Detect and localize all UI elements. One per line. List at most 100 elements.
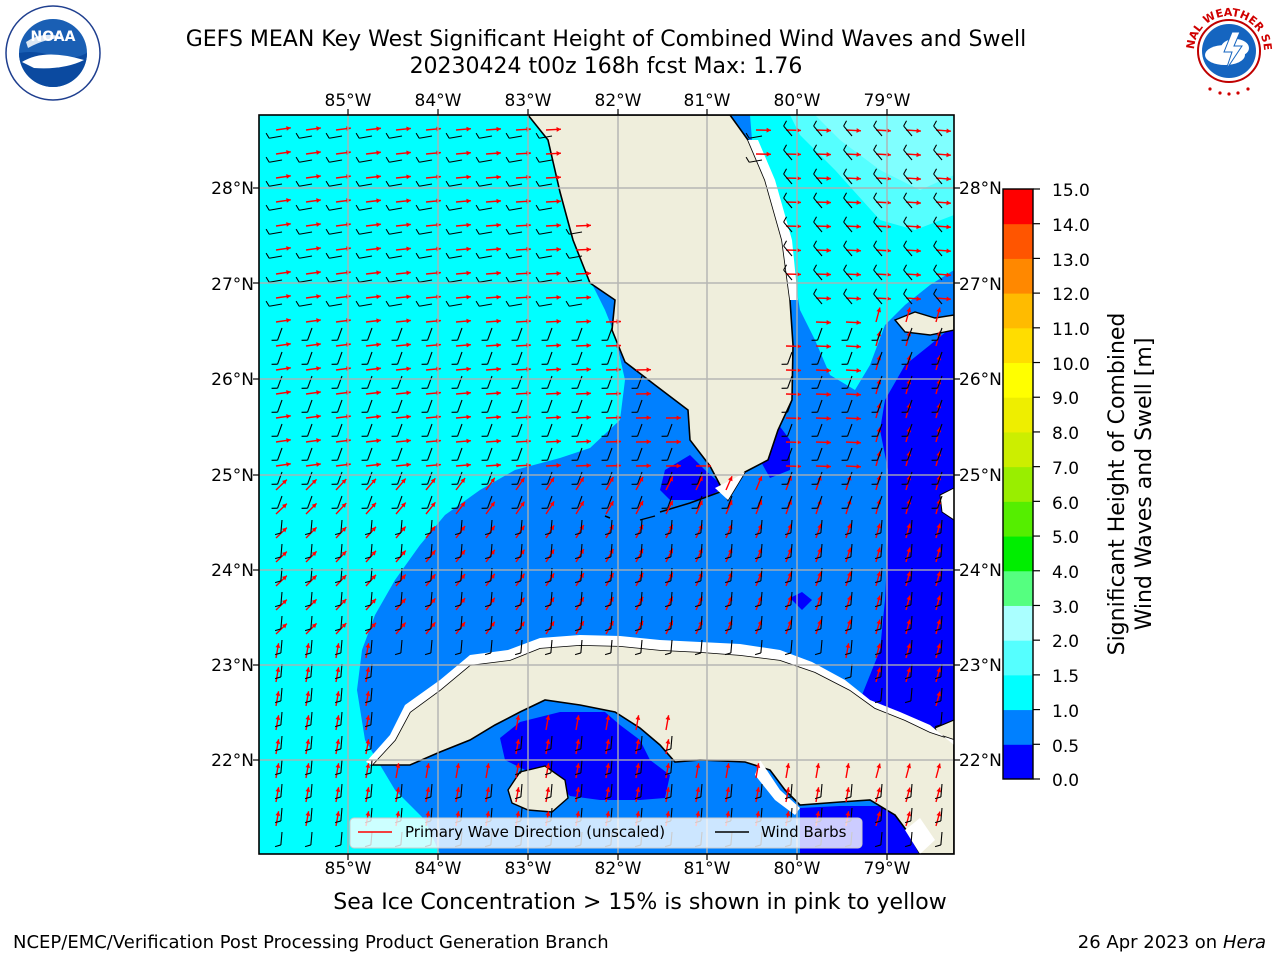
wind-barb-flag xyxy=(424,604,432,608)
wave-arrowhead xyxy=(286,126,291,131)
cb-tick-label: 5.0 xyxy=(1052,528,1079,548)
wind-barb-flag xyxy=(475,276,480,283)
wave-arrowhead xyxy=(466,414,471,420)
wind-barb-staff xyxy=(370,783,373,797)
wind-barb-flag xyxy=(304,820,312,824)
wind-barb-flag xyxy=(783,144,788,151)
wind-barb-staff xyxy=(813,221,823,233)
cb-tick-label: 9.0 xyxy=(1052,389,1079,409)
wind-barb-staff xyxy=(910,543,913,557)
wind-barb-flag xyxy=(565,228,570,235)
colorbar-segment xyxy=(1003,570,1033,606)
wind-barb-staff xyxy=(580,759,583,773)
wind-barb-staff xyxy=(877,327,883,341)
wind-barb-flag xyxy=(874,580,882,584)
wave-arrowhead xyxy=(430,502,436,508)
wind-barb-staff xyxy=(880,783,883,797)
wind-barb-flag xyxy=(514,556,522,560)
wave-arrowhead xyxy=(826,296,831,301)
wave-arrowhead xyxy=(785,787,791,792)
lon-label-bottom: 84°W xyxy=(415,859,462,879)
wind-barb-staff xyxy=(400,591,403,605)
wind-barb-staff xyxy=(820,783,823,797)
wind-barb-staff xyxy=(730,591,733,605)
wave-arrowhead xyxy=(846,595,852,601)
wind-barb-flag xyxy=(385,228,390,235)
wind-barb-flag xyxy=(903,144,908,151)
wind-barb-staff xyxy=(940,711,943,725)
wind-barb-staff xyxy=(550,735,553,749)
wave-arrowhead xyxy=(282,599,287,605)
wind-barb-staff xyxy=(790,783,793,797)
wave-arrowhead xyxy=(635,787,641,792)
wind-barb-staff xyxy=(547,495,553,509)
wind-barb-flag xyxy=(274,844,282,848)
wave-arrowhead xyxy=(496,438,501,444)
wind-barb-flag xyxy=(514,772,522,776)
wave-arrowhead xyxy=(856,464,861,469)
wave-arrowhead xyxy=(906,643,912,649)
wind-barb-staff xyxy=(910,615,913,629)
wind-barb-flag xyxy=(334,748,342,752)
wave-arrowhead xyxy=(665,763,671,768)
wind-barb-flag xyxy=(355,252,360,259)
wind-barb-flag xyxy=(843,288,848,295)
wave-arrowhead xyxy=(401,526,406,532)
wind-barb-flag xyxy=(475,228,480,235)
wave-arrowhead xyxy=(815,787,821,792)
wind-barb-staff xyxy=(427,471,433,485)
wind-barb-staff xyxy=(550,759,553,773)
wind-barb-flag xyxy=(873,264,878,271)
wind-barb-staff xyxy=(400,519,403,533)
wind-barb-staff xyxy=(307,327,313,341)
wind-barb-flag xyxy=(933,192,938,199)
wave-arrowhead xyxy=(460,598,466,603)
sea-ice-note: Sea Ice Concentration > 15% is shown in … xyxy=(333,890,947,915)
wind-barb-staff xyxy=(389,135,403,139)
wind-barb-staff xyxy=(940,807,943,821)
wind-barb-staff xyxy=(329,207,343,211)
wind-barb-flag xyxy=(634,796,642,800)
wave-arrowhead xyxy=(676,463,681,469)
wave-arrowhead xyxy=(856,320,861,325)
wind-barb-staff xyxy=(760,591,763,605)
wind-barb-flag xyxy=(514,652,522,656)
wind-barb-flag xyxy=(783,240,788,247)
wind-barb-staff xyxy=(877,351,883,365)
wind-barb-staff xyxy=(419,135,433,139)
wind-barb-staff xyxy=(547,351,553,365)
wind-barb-staff xyxy=(299,207,313,211)
wave-arrowhead xyxy=(698,500,703,506)
cb-tick-label: 4.0 xyxy=(1052,563,1079,583)
wind-barb-staff xyxy=(310,759,313,773)
wave-arrowhead xyxy=(856,248,861,253)
wind-barb-flag xyxy=(904,628,912,632)
wind-barb-staff xyxy=(817,471,823,485)
wave-arrowhead xyxy=(406,222,411,228)
wind-barb-staff xyxy=(539,207,553,211)
wind-barb-staff xyxy=(580,615,583,629)
wind-barb-flag xyxy=(394,652,402,656)
wind-barb-staff xyxy=(783,197,793,209)
wind-barb-staff xyxy=(903,149,913,161)
wave-arrowhead xyxy=(305,811,311,816)
wave-arrowhead xyxy=(316,438,321,443)
wind-barb-staff xyxy=(299,231,313,235)
wave-arrowhead xyxy=(282,623,287,629)
wind-barb-staff xyxy=(580,591,583,605)
wave-arrowhead xyxy=(556,175,561,180)
colorbar-segment xyxy=(1003,501,1033,537)
wave-arrowhead xyxy=(906,811,912,817)
wind-barb-staff xyxy=(880,639,883,653)
wave-arrowhead xyxy=(556,415,561,420)
wave-arrowhead xyxy=(549,477,555,483)
cb-tick-label: 2.0 xyxy=(1052,632,1079,652)
wave-arrowhead xyxy=(605,739,611,744)
wind-barb-staff xyxy=(397,351,403,365)
wave-arrowhead xyxy=(515,739,521,744)
cb-tick-label: 15.0 xyxy=(1052,181,1090,201)
colorbar-segment xyxy=(1003,536,1033,572)
wave-arrowhead xyxy=(575,787,581,792)
wave-arrowhead xyxy=(496,174,501,180)
wind-barb-staff xyxy=(269,207,283,211)
